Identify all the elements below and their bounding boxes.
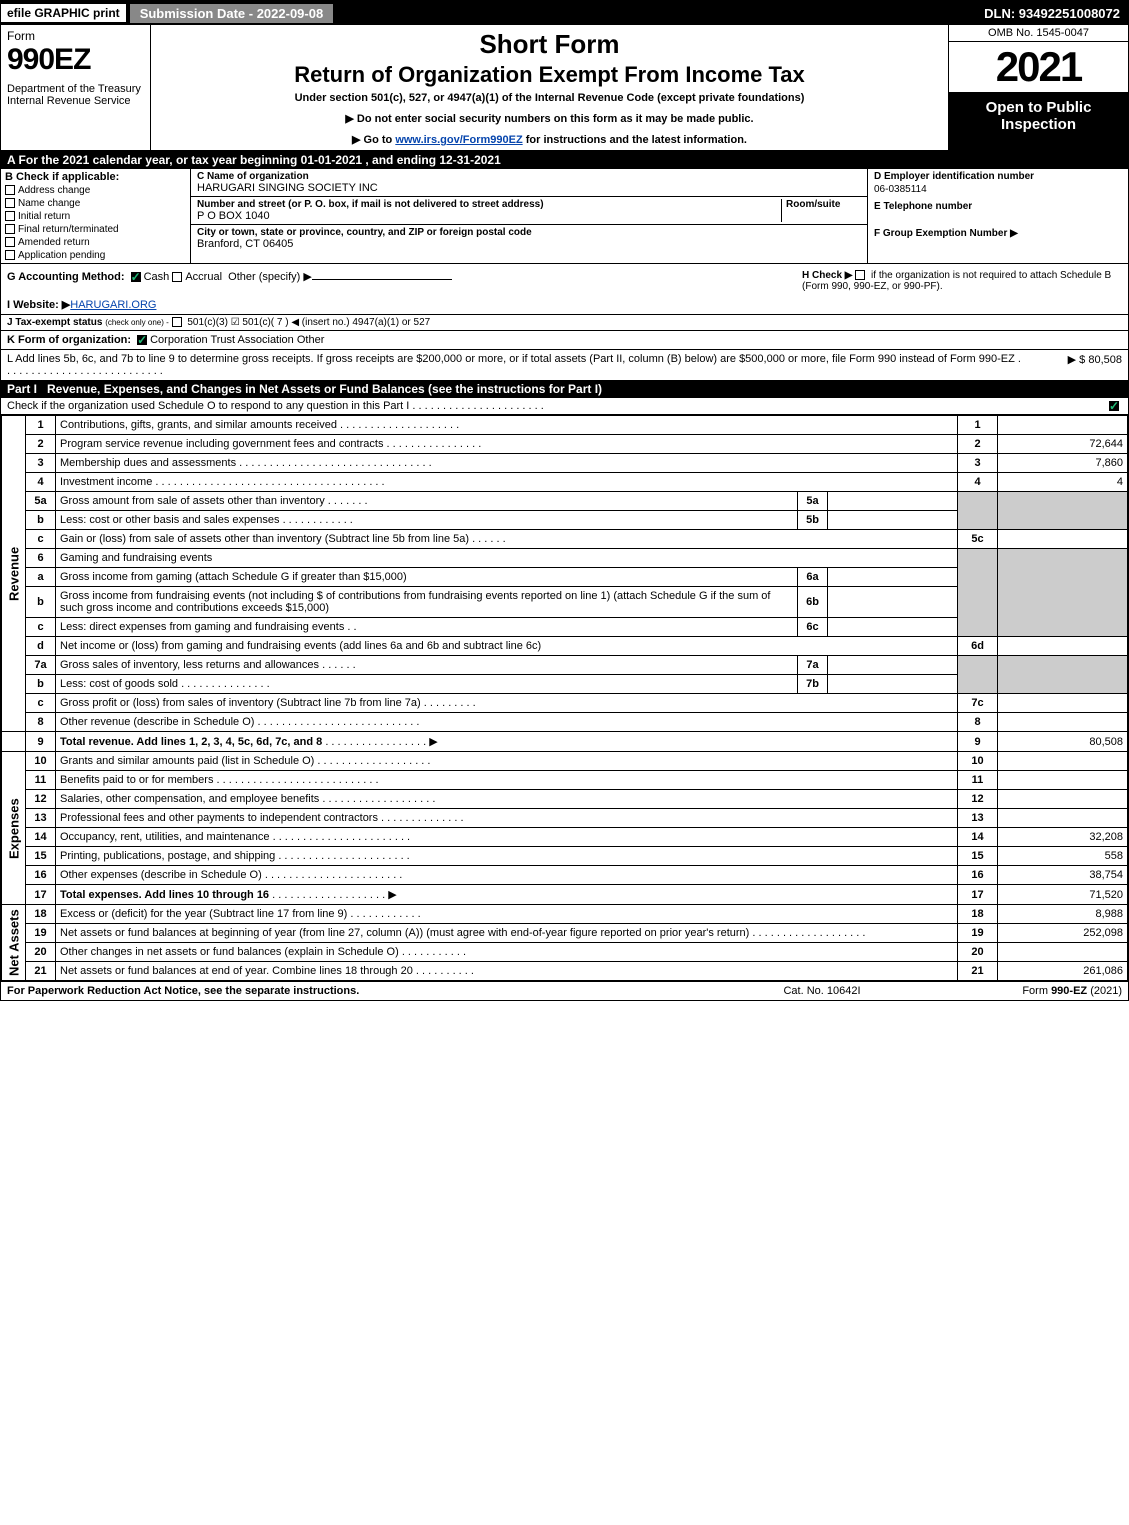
city-block: City or town, state or province, country… — [191, 225, 867, 252]
chk-address-change[interactable]: Address change — [5, 185, 186, 196]
efile-label: efile GRAPHIC print — [1, 4, 126, 22]
chk-501c3[interactable] — [172, 317, 182, 327]
chk-schedule-o[interactable] — [1109, 401, 1119, 411]
header-left: Form 990EZ Department of the Treasury In… — [1, 25, 151, 150]
open-to-public: Open to Public Inspection — [949, 93, 1128, 150]
city-label: City or town, state or province, country… — [197, 227, 532, 238]
section-k: K Form of organization: Corporation Trus… — [1, 331, 1128, 350]
org-name-block: C Name of organization HARUGARI SINGING … — [191, 169, 867, 197]
part-i-check: Check if the organization used Schedule … — [1, 398, 1128, 415]
header-center: Short Form Return of Organization Exempt… — [151, 25, 948, 150]
footer-center: Cat. No. 10642I — [722, 985, 922, 997]
group-label: F Group Exemption Number ▶ — [874, 228, 1122, 239]
part-i-title: Revenue, Expenses, and Changes in Net As… — [47, 382, 602, 396]
chk-schedule-b[interactable] — [855, 270, 865, 280]
tax-year: 2021 — [949, 42, 1128, 93]
section-i: I Website: ▶HARUGARI.ORG — [1, 295, 1128, 315]
street-label: Number and street (or P. O. box, if mail… — [197, 199, 544, 210]
g-label: G Accounting Method: — [7, 271, 125, 283]
section-b-c-d: B Check if applicable: Address change Na… — [1, 169, 1128, 264]
city: Branford, CT 06405 — [197, 238, 293, 250]
section-h: H Check ▶ if the organization is not req… — [802, 270, 1122, 292]
section-a: A For the 2021 calendar year, or tax yea… — [1, 151, 1128, 169]
top-bar: efile GRAPHIC print Submission Date - 20… — [1, 1, 1128, 25]
section-l: L Add lines 5b, 6c, and 7b to line 9 to … — [1, 350, 1128, 380]
goto-note: ▶ Go to www.irs.gov/Form990EZ for instru… — [159, 133, 940, 146]
chk-amended-return[interactable]: Amended return — [5, 237, 186, 248]
section-c: C Name of organization HARUGARI SINGING … — [191, 169, 868, 263]
chk-application-pending[interactable]: Application pending — [5, 250, 186, 261]
form-header: Form 990EZ Department of the Treasury In… — [1, 25, 1128, 151]
dln: DLN: 93492251008072 — [976, 4, 1128, 23]
revenue-vert-label: Revenue — [2, 416, 26, 732]
org-name-label: C Name of organization — [197, 171, 309, 182]
footer-left: For Paperwork Reduction Act Notice, see … — [7, 985, 722, 997]
department: Department of the Treasury Internal Reve… — [7, 83, 144, 107]
tel — [874, 212, 1122, 228]
header-right: OMB No. 1545-0047 2021 Open to Public In… — [948, 25, 1128, 150]
part-i-header: Part I Revenue, Expenses, and Changes in… — [1, 380, 1128, 398]
org-name: HARUGARI SINGING SOCIETY INC — [197, 182, 378, 194]
irs-link[interactable]: www.irs.gov/Form990EZ — [395, 134, 522, 146]
return-title: Return of Organization Exempt From Incom… — [159, 62, 940, 88]
section-g: G Accounting Method: Cash Accrual Other … — [7, 270, 802, 292]
footer-right: Form 990-EZ (2021) — [922, 985, 1122, 997]
section-l-text: L Add lines 5b, 6c, and 7b to line 9 to … — [7, 353, 1022, 377]
short-form-title: Short Form — [159, 29, 940, 60]
lines-table: Revenue 1 Contributions, gifts, grants, … — [1, 415, 1128, 981]
section-d-e-f: D Employer identification number 06-0385… — [868, 169, 1128, 263]
chk-initial-return[interactable]: Initial return — [5, 211, 186, 222]
ssn-note: ▶ Do not enter social security numbers o… — [159, 112, 940, 125]
goto-post: for instructions and the latest informat… — [523, 134, 747, 146]
section-b: B Check if applicable: Address change Na… — [1, 169, 191, 263]
chk-name-change[interactable]: Name change — [5, 198, 186, 209]
netassets-vert-label: Net Assets — [2, 905, 26, 981]
street-block: Number and street (or P. O. box, if mail… — [191, 197, 867, 225]
section-g-h: G Accounting Method: Cash Accrual Other … — [1, 264, 1128, 295]
street: P O BOX 1040 — [197, 210, 270, 222]
ein: 06-0385114 — [874, 182, 1122, 201]
under-section: Under section 501(c), 527, or 4947(a)(1)… — [159, 92, 940, 104]
section-b-label: B Check if applicable: — [5, 171, 186, 183]
page-footer: For Paperwork Reduction Act Notice, see … — [1, 981, 1128, 1000]
chk-cash[interactable] — [131, 272, 141, 282]
section-j: J Tax-exempt status (check only one) - 5… — [1, 315, 1128, 331]
chk-corporation[interactable] — [137, 335, 147, 345]
website-link[interactable]: HARUGARI.ORG — [70, 299, 156, 311]
part-i-label: Part I — [7, 382, 47, 396]
section-l-amount: ▶ $ 80,508 — [1022, 353, 1122, 377]
room-label: Room/suite — [786, 199, 840, 210]
form-label: Form — [7, 29, 144, 43]
form-990ez-page: efile GRAPHIC print Submission Date - 20… — [0, 0, 1129, 1001]
expenses-vert-label: Expenses — [2, 752, 26, 905]
omb-number: OMB No. 1545-0047 — [949, 25, 1128, 42]
chk-accrual[interactable] — [172, 272, 182, 282]
goto-pre: ▶ Go to — [352, 134, 395, 146]
tel-label: E Telephone number — [874, 201, 1122, 212]
submission-date: Submission Date - 2022-09-08 — [130, 4, 334, 23]
chk-final-return[interactable]: Final return/terminated — [5, 224, 186, 235]
ein-label: D Employer identification number — [874, 171, 1122, 182]
form-number: 990EZ — [7, 43, 144, 77]
